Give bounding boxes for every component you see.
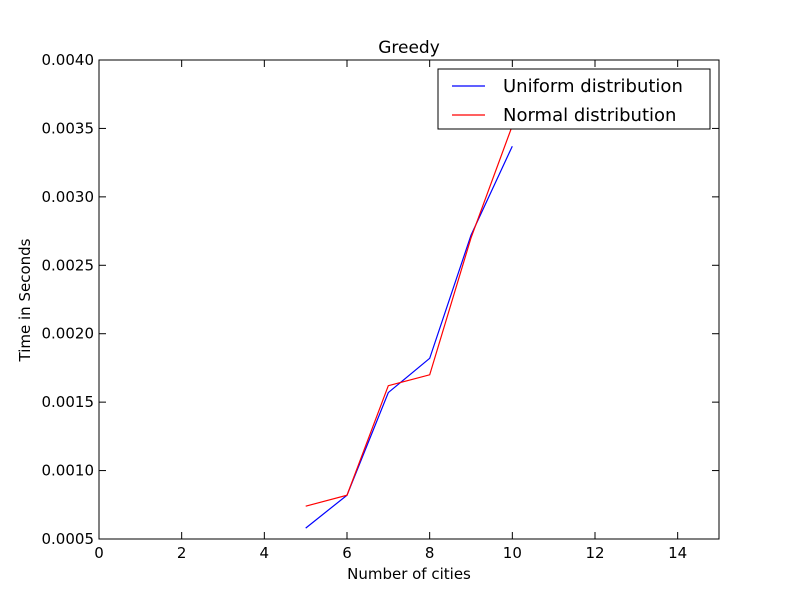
x-tick-label: 12 — [585, 544, 604, 562]
y-tick-label: 0.0035 — [42, 119, 95, 137]
x-tick-label: 6 — [342, 544, 352, 562]
y-axis: 0.0005 0.0010 0.0015 0.0020 0.0025 0.0030 0.00… — [42, 51, 719, 548]
y-tick-label: 0.0025 — [42, 256, 95, 274]
y-tick-label: 0.0005 — [42, 530, 95, 548]
legend-label-uniform: Uniform distribution — [503, 76, 683, 97]
y-axis-label: Time in Seconds — [16, 238, 34, 362]
plot-frame — [98, 59, 720, 540]
x-axis: 0 2 4 6 8 10 12 14 — [94, 60, 687, 562]
chart-title: Greedy — [378, 38, 440, 58]
series-lines — [305, 125, 513, 529]
legend: Uniform distribution Normal distribution — [437, 68, 711, 130]
y-tick-label: 0.0010 — [42, 462, 95, 480]
x-tick-label: 4 — [260, 544, 270, 562]
y-tick-label: 0.0015 — [42, 393, 95, 411]
y-tick-label: 0.0020 — [42, 325, 95, 343]
x-tick-label: 8 — [425, 544, 435, 562]
x-axis-label: Number of cities — [347, 565, 471, 583]
legend-box — [437, 68, 711, 130]
legend-label-normal: Normal distribution — [503, 105, 676, 126]
x-tick-label: 10 — [503, 544, 522, 562]
x-tick-label: 14 — [668, 544, 687, 562]
plot-area — [98, 59, 720, 540]
y-tick-label: 0.0030 — [42, 188, 95, 206]
y-tick-label: 0.0040 — [42, 51, 95, 69]
series-line-normal — [305, 125, 513, 507]
x-tick-label: 2 — [177, 544, 187, 562]
x-tick-label: 0 — [94, 544, 104, 562]
